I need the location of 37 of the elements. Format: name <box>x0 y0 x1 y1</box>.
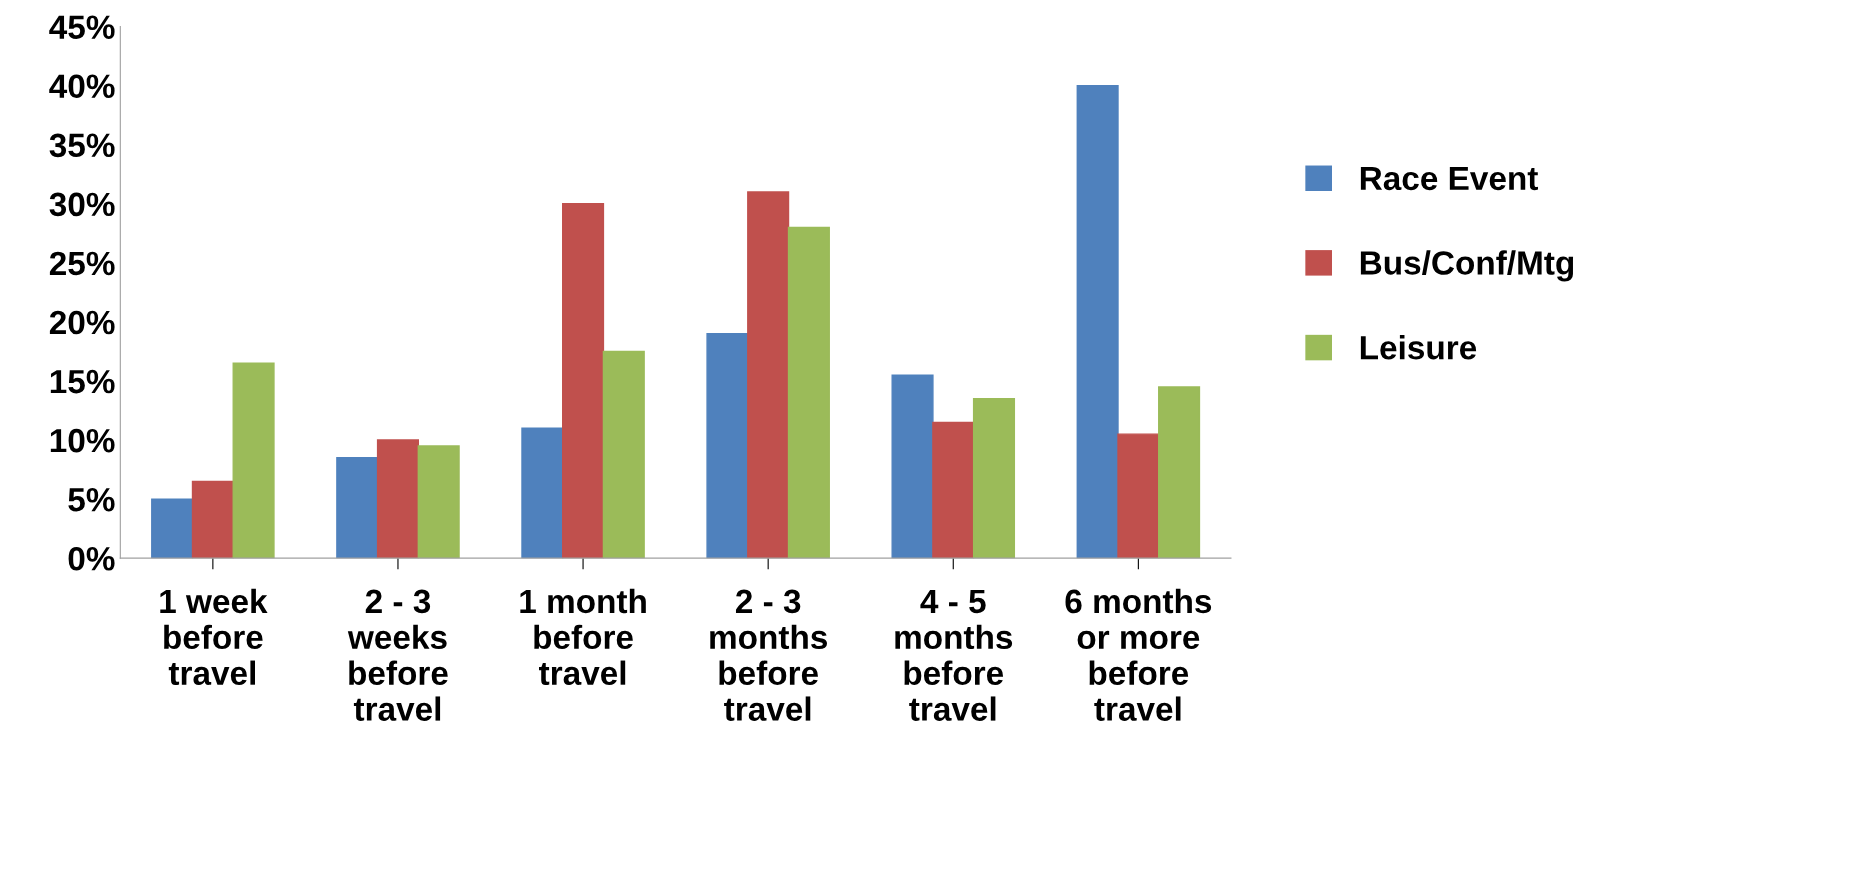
legend-label: Race Event <box>1360 166 1538 191</box>
bar <box>932 421 975 559</box>
bar <box>521 427 564 559</box>
bar <box>972 398 1016 559</box>
bar <box>602 350 645 559</box>
bar <box>1158 386 1201 559</box>
legend-label: Bus/Conf/Mtg <box>1360 250 1574 282</box>
bar <box>1076 84 1119 559</box>
x-tick-label: 1 week before travel <box>160 588 268 686</box>
y-tick-label: 35% <box>49 133 115 158</box>
bar <box>706 333 749 559</box>
y-tick-label: 5% <box>68 488 115 512</box>
y-tick-label: 40% <box>49 74 115 99</box>
y-tick-label: 25% <box>49 251 115 276</box>
bar <box>891 374 934 559</box>
x-tick-label: 2 - 3 weeks before travel <box>347 589 448 721</box>
y-tick-label: 10% <box>50 428 115 453</box>
x-tick-label: 1 month before travel <box>520 588 646 686</box>
bar <box>191 480 234 559</box>
x-tick-label: 4 - 5 months before travel <box>895 589 1013 721</box>
bar <box>747 191 790 559</box>
bar <box>151 498 194 559</box>
y-tick-label: 15% <box>50 369 115 394</box>
bar <box>787 226 830 559</box>
bar <box>336 457 379 559</box>
bar <box>376 439 420 559</box>
x-tick-label: 2 - 3 months before travel <box>710 589 827 721</box>
bar <box>232 362 275 559</box>
bar <box>562 203 605 559</box>
legend-label: Leisure <box>1360 335 1477 360</box>
y-tick-label: 20% <box>49 310 115 335</box>
y-tick-label: 0% <box>68 546 115 571</box>
x-tick-label: 6 months or more before travel <box>1065 588 1212 721</box>
bar <box>417 445 460 559</box>
bar <box>1117 433 1160 559</box>
y-tick-label: 30% <box>49 192 115 217</box>
y-tick-label: 45% <box>49 15 115 39</box>
